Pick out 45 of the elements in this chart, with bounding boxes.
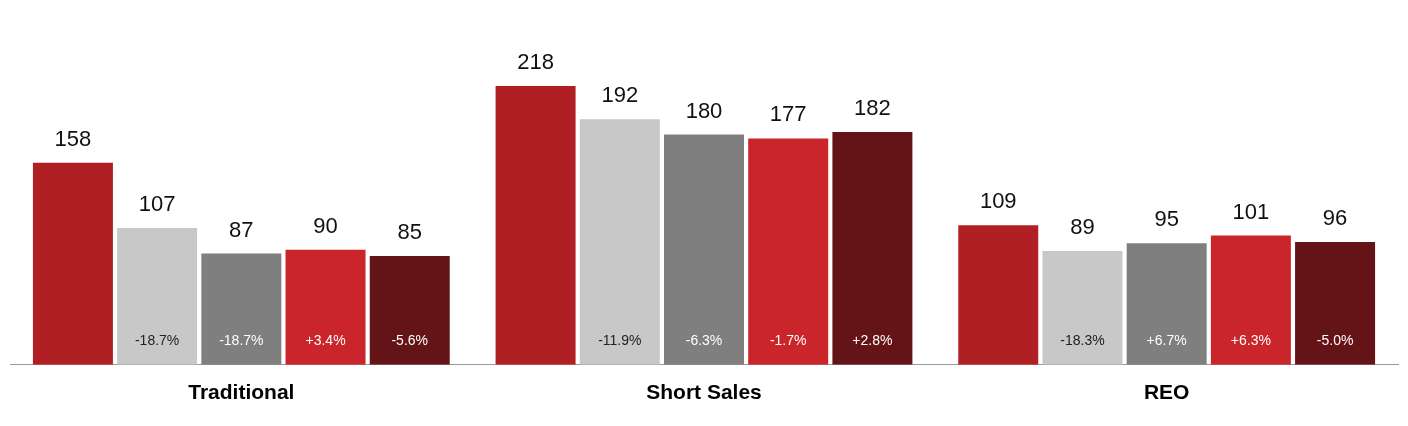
data-label: 180 [685, 97, 723, 123]
data-label: 85 [397, 219, 422, 245]
annotation: -6.3% [685, 331, 723, 348]
annotation: +6.3% [1230, 331, 1271, 348]
data-label: 107 [138, 190, 176, 216]
annotation: -18.3% [1060, 331, 1105, 348]
annotation: -1.7% [769, 331, 807, 348]
data-label: 87 [229, 216, 254, 242]
x-tick-label: Traditional [188, 380, 295, 404]
annotation: -5.6% [391, 331, 429, 348]
data-label: 96 [1322, 205, 1348, 231]
bar [201, 253, 282, 365]
bar [32, 162, 113, 365]
annotation: -18.7% [219, 331, 264, 348]
bar [958, 225, 1039, 365]
x-tick-label: Short Sales [646, 380, 762, 404]
data-label: 182 [854, 95, 891, 121]
annotation: -11.9% [598, 331, 642, 348]
bar [664, 134, 744, 365]
annotation: -18.7% [134, 331, 180, 348]
bar [748, 138, 829, 365]
data-label: 218 [517, 49, 554, 74]
data-label: 158 [54, 125, 92, 151]
bar [285, 249, 366, 365]
data-label: 109 [979, 188, 1017, 214]
data-label: 177 [769, 101, 807, 127]
annotation: +3.4% [305, 331, 346, 348]
bar [832, 131, 913, 365]
data-label: 89 [1070, 214, 1095, 240]
bar [1210, 235, 1291, 365]
data-label: 101 [1232, 198, 1270, 224]
annotation: +6.7% [1146, 331, 1187, 348]
bar [1126, 243, 1207, 365]
bar [1042, 250, 1123, 365]
data-label: 95 [1154, 206, 1179, 232]
annotation: -5.0% [1316, 331, 1354, 348]
bar [117, 227, 198, 365]
bar [495, 85, 576, 365]
annotation: +2.8% [852, 331, 893, 348]
bar [579, 119, 660, 365]
bar [1295, 242, 1376, 365]
x-tick-label: REO [1143, 380, 1190, 404]
data-label: 90 [313, 212, 338, 238]
bar [369, 256, 450, 365]
data-label: 192 [601, 82, 639, 108]
